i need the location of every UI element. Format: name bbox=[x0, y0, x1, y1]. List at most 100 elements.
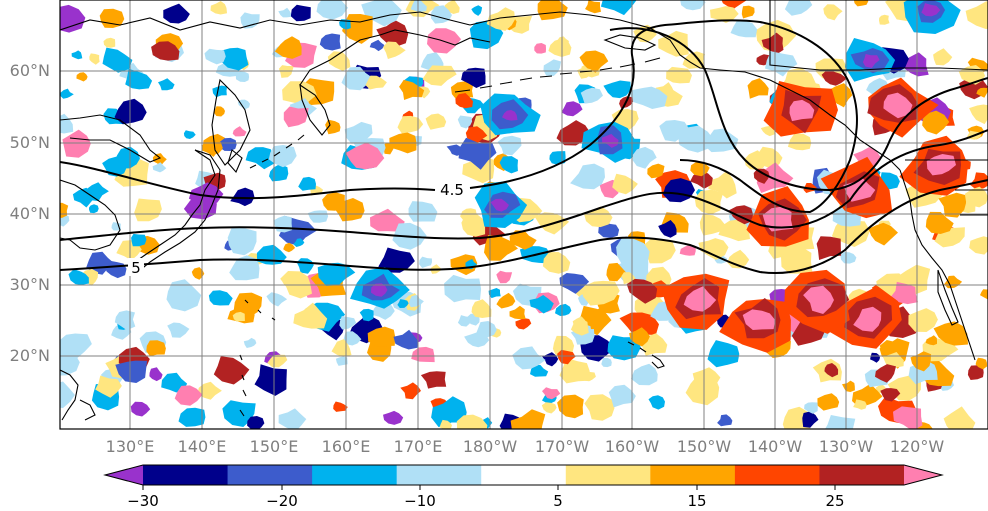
contour-line-5 bbox=[60, 129, 988, 241]
anomaly-blob bbox=[488, 288, 501, 299]
anomaly-blob bbox=[630, 86, 668, 109]
anomaly-blob bbox=[243, 337, 257, 348]
anomaly-blob bbox=[707, 340, 740, 368]
anomaly-blob bbox=[921, 3, 941, 17]
anomaly-blob bbox=[753, 168, 770, 184]
anomaly-blob bbox=[925, 335, 937, 346]
anomaly-blob bbox=[204, 48, 226, 65]
anomaly-blob bbox=[499, 156, 518, 174]
anomaly-blob bbox=[383, 41, 406, 59]
anomaly-blob bbox=[60, 333, 92, 359]
anomaly-blob bbox=[383, 410, 404, 425]
anomaly-blob bbox=[267, 354, 288, 368]
colorbar-label-15: 15 bbox=[687, 492, 706, 510]
lon-label-160w: 160°W bbox=[605, 437, 660, 456]
anomaly-blob bbox=[840, 251, 857, 264]
anomaly-blob bbox=[969, 236, 988, 255]
lon-label-130w: 130°W bbox=[819, 437, 874, 456]
anomaly-blob bbox=[60, 113, 74, 134]
anomaly-blob bbox=[943, 406, 976, 429]
gridlines bbox=[60, 0, 988, 429]
anomaly-blob bbox=[446, 144, 463, 156]
anomaly-blob bbox=[648, 395, 665, 410]
anomaly-blob bbox=[616, 238, 650, 267]
anomaly-blob bbox=[862, 54, 880, 68]
anomaly-blob bbox=[480, 417, 493, 429]
longitude-labels: 130°E 140°E 150°E 160°E 170°E 180°W 170°… bbox=[106, 437, 945, 456]
anomaly-blob bbox=[541, 402, 557, 414]
anomaly-blob bbox=[378, 247, 415, 273]
anomaly-blob bbox=[823, 4, 843, 21]
anomaly-blob bbox=[787, 133, 812, 151]
colorbar-cells bbox=[143, 465, 905, 485]
anomaly-blob bbox=[529, 295, 554, 314]
anomaly-blob bbox=[293, 302, 328, 329]
anomaly-blob bbox=[237, 99, 250, 110]
anomaly-blob bbox=[425, 113, 447, 130]
anomaly-blob bbox=[969, 104, 988, 125]
anomaly-blob bbox=[747, 78, 769, 99]
anomaly-blob bbox=[631, 363, 658, 386]
anomaly-blob bbox=[461, 67, 486, 88]
anomaly-blob bbox=[103, 37, 116, 48]
anomaly-blob bbox=[490, 198, 509, 212]
anomaly-blob bbox=[371, 283, 388, 297]
contour-label-5: 5 bbox=[131, 259, 141, 277]
anomaly-blob bbox=[376, 20, 409, 48]
anomaly-blob bbox=[214, 106, 225, 117]
anomaly-blob bbox=[879, 340, 906, 361]
anomaly-blob bbox=[410, 0, 427, 12]
anomaly-blob bbox=[367, 326, 396, 347]
anomaly-blob bbox=[580, 87, 603, 104]
anomaly-blob bbox=[344, 121, 373, 144]
anomaly-blob bbox=[149, 367, 163, 382]
anomaly-blob bbox=[227, 228, 257, 256]
lon-label-170e: 170°E bbox=[394, 437, 443, 456]
colorbar-label-neg20: −20 bbox=[266, 492, 298, 510]
anomaly-blob bbox=[151, 41, 180, 61]
anomaly-blob bbox=[659, 120, 690, 142]
anomaly-blob bbox=[703, 128, 739, 153]
anomaly-blob bbox=[781, 246, 813, 274]
anomaly-blob bbox=[339, 316, 357, 330]
anomaly-blob bbox=[741, 5, 755, 19]
anomaly-blob bbox=[60, 381, 75, 409]
anomaly-blob bbox=[680, 0, 706, 11]
lon-label-180w: 180°W bbox=[463, 437, 518, 456]
anomaly-blob bbox=[213, 356, 250, 385]
anomaly-blob bbox=[319, 33, 341, 51]
anomaly-blob bbox=[682, 51, 706, 69]
anomaly-blob bbox=[278, 7, 291, 18]
anomaly-blob bbox=[341, 66, 373, 91]
anomaly-blob bbox=[717, 414, 733, 427]
anomaly-blob bbox=[212, 85, 227, 98]
anomaly-blob bbox=[922, 110, 950, 135]
anomaly-blob bbox=[765, 51, 798, 77]
anomaly-blob bbox=[600, 0, 637, 16]
anomaly-blob bbox=[99, 8, 125, 29]
anomaly-blob bbox=[419, 256, 432, 268]
anomaly-blob bbox=[335, 356, 348, 366]
lon-label-140w: 140°W bbox=[748, 437, 803, 456]
anomaly-blob bbox=[679, 244, 696, 256]
anomaly-blob bbox=[411, 346, 435, 363]
anomaly-blob bbox=[582, 371, 596, 382]
anomaly-blob bbox=[802, 411, 819, 428]
anomaly-blob bbox=[268, 145, 297, 168]
anomaly-blob bbox=[875, 364, 896, 383]
lon-label-130e: 130°E bbox=[106, 437, 155, 456]
anomaly-blob bbox=[201, 140, 223, 157]
colorbar-max-extension bbox=[904, 465, 942, 485]
lon-label-150w: 150°W bbox=[677, 437, 732, 456]
anomaly-blob bbox=[393, 329, 418, 350]
anomaly-blob bbox=[593, 306, 606, 319]
anomaly-blob bbox=[559, 358, 591, 384]
anomaly-blob bbox=[606, 262, 627, 282]
anomaly-blob bbox=[471, 299, 492, 318]
anomaly-blob bbox=[803, 285, 834, 314]
colorbar-label-neg10: −10 bbox=[404, 492, 436, 510]
anomaly-blob bbox=[408, 294, 424, 308]
colorbar-cell bbox=[481, 465, 567, 485]
anomaly-blob bbox=[690, 162, 710, 177]
